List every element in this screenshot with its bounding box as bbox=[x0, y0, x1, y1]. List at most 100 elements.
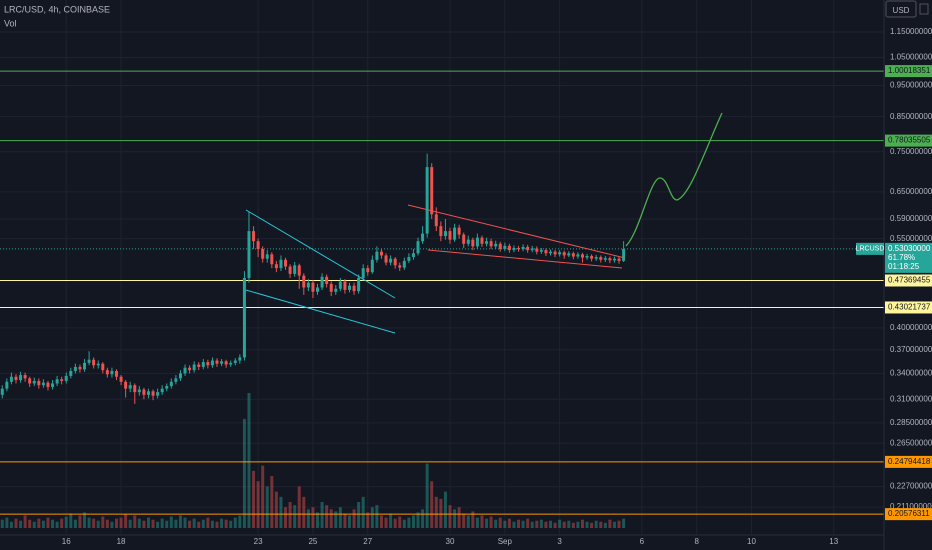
trendline bbox=[245, 289, 396, 334]
candle-body bbox=[174, 378, 178, 382]
volume-bar bbox=[320, 502, 324, 528]
candle-body bbox=[567, 253, 571, 256]
volume-bar bbox=[55, 521, 59, 528]
volume-bar bbox=[562, 521, 566, 528]
candle-body bbox=[311, 282, 315, 292]
candle-body bbox=[361, 268, 365, 278]
volume-bar bbox=[453, 509, 457, 528]
candle-body bbox=[599, 257, 603, 260]
volume-bar bbox=[448, 505, 452, 528]
volume-bar bbox=[612, 521, 616, 528]
trendline bbox=[245, 209, 396, 299]
candle-body bbox=[384, 255, 388, 263]
candle-body bbox=[320, 276, 324, 288]
candle-body bbox=[439, 226, 443, 237]
volume-bar bbox=[284, 507, 288, 528]
chart-title: LRC/USD, 4h, COINBASE bbox=[4, 4, 110, 14]
candle-body bbox=[284, 259, 288, 267]
volume-bar bbox=[421, 509, 425, 528]
volume-bar bbox=[192, 518, 196, 528]
volume-bar bbox=[553, 522, 557, 528]
candles bbox=[0, 153, 626, 404]
volume-bar bbox=[366, 512, 370, 528]
x-tick-label: 30 bbox=[446, 537, 455, 546]
volume-bar bbox=[37, 518, 41, 528]
candle-body bbox=[73, 366, 77, 371]
candle-body bbox=[316, 287, 320, 292]
x-tick-label: 3 bbox=[557, 537, 562, 546]
settings-icon[interactable] bbox=[919, 3, 929, 15]
candle-body bbox=[590, 255, 594, 259]
x-tick-label: 10 bbox=[747, 537, 756, 546]
candle-body bbox=[238, 357, 242, 361]
candle-body bbox=[434, 214, 438, 227]
volume-bar bbox=[361, 496, 365, 528]
candle-body bbox=[32, 380, 36, 384]
candle-body bbox=[347, 285, 351, 290]
candle-body bbox=[594, 257, 598, 259]
candle-body bbox=[105, 370, 109, 375]
candle-body bbox=[247, 231, 251, 278]
volume-bar bbox=[471, 511, 475, 528]
volume-bar bbox=[576, 521, 580, 528]
candle-body bbox=[192, 364, 196, 371]
candle-body bbox=[23, 375, 27, 379]
candle-body bbox=[114, 370, 118, 377]
candle-body bbox=[507, 245, 511, 251]
volume-bar bbox=[306, 509, 310, 528]
candle-body bbox=[425, 167, 429, 234]
currency-label: USD bbox=[893, 6, 910, 15]
volume-bar bbox=[110, 521, 114, 528]
candle-body bbox=[393, 258, 397, 266]
volume-bar bbox=[603, 522, 607, 528]
candle-body bbox=[119, 376, 123, 382]
candle-body bbox=[279, 259, 283, 269]
candle-body bbox=[297, 265, 301, 276]
level-tag bbox=[885, 134, 932, 147]
candle-body bbox=[306, 282, 310, 288]
y-tick-label: 0.75000000 bbox=[890, 147, 932, 156]
candle-body bbox=[201, 362, 205, 367]
volume-bar bbox=[535, 520, 539, 528]
volume-bar bbox=[334, 511, 338, 528]
volume-bar bbox=[507, 518, 511, 528]
volume-bar bbox=[393, 518, 397, 528]
candle-body bbox=[242, 277, 246, 358]
volume-bar bbox=[384, 517, 388, 528]
candle-body bbox=[402, 260, 406, 268]
volume-bar bbox=[92, 518, 96, 528]
y-tick-label: 0.22700000 bbox=[890, 482, 932, 491]
candle-body bbox=[69, 370, 73, 376]
candle-body bbox=[188, 367, 192, 371]
volume-bar bbox=[206, 517, 210, 528]
currency-box[interactable] bbox=[885, 0, 917, 18]
volume-bar bbox=[51, 519, 55, 528]
y-tick-label: 0.26500000 bbox=[890, 438, 932, 447]
level-tag-label: 1.00018351 bbox=[888, 66, 931, 75]
volume-bar bbox=[512, 521, 516, 528]
candle-body bbox=[302, 275, 306, 288]
volume-bar bbox=[338, 507, 342, 528]
volume-bar bbox=[329, 509, 333, 528]
volume-bar bbox=[590, 522, 594, 528]
candle-body bbox=[494, 243, 498, 247]
volume-bar bbox=[443, 491, 447, 528]
y-tick-label: 1.05000000 bbox=[890, 53, 932, 62]
volume-bar bbox=[32, 521, 36, 528]
volume-bar bbox=[316, 512, 320, 528]
candle-body bbox=[51, 383, 55, 387]
y-tick-label: 0.28500000 bbox=[890, 418, 932, 427]
candle-body bbox=[462, 234, 466, 244]
volume-bar bbox=[274, 491, 278, 528]
candle-body bbox=[544, 250, 548, 254]
volume-pane bbox=[0, 393, 626, 528]
candle-body bbox=[92, 359, 96, 366]
candle-body bbox=[352, 285, 356, 292]
level-tag bbox=[885, 274, 932, 287]
volume-bar bbox=[544, 521, 548, 528]
candle-body bbox=[274, 264, 278, 269]
y-tick-label: 0.59000000 bbox=[890, 214, 932, 223]
candle-body bbox=[585, 255, 589, 258]
volume-bar bbox=[325, 505, 329, 528]
volume-bar bbox=[498, 517, 502, 528]
